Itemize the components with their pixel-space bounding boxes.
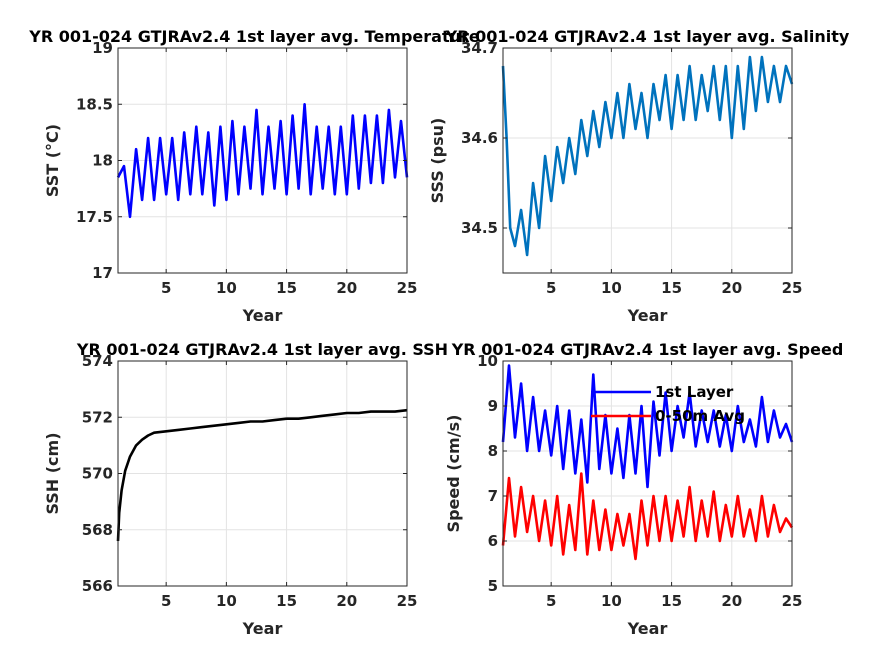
y-axis-label: Speed (cm/s) [444, 415, 463, 533]
chart-title: YR 001-024 GTJRAv2.4 1st layer avg. Spee… [451, 340, 844, 359]
chart-title: YR 001-024 GTJRAv2.4 1st layer avg. Sali… [445, 27, 850, 46]
x-tick-label: 25 [782, 592, 803, 610]
x-tick-label: 20 [336, 279, 357, 297]
x-axis-label: Year [627, 619, 668, 638]
y-axis-label: SSH (cm) [43, 432, 62, 514]
x-tick-label: 15 [276, 592, 297, 610]
y-tick-label: 34.7 [461, 39, 498, 57]
y-tick-label: 568 [82, 521, 113, 539]
x-tick-label: 5 [546, 592, 556, 610]
y-tick-label: 574 [82, 352, 113, 370]
series-line-1 [116, 103, 409, 219]
x-tick-label: 10 [216, 279, 237, 297]
y-tick-label: 572 [82, 408, 113, 426]
x-tick-label: 10 [216, 592, 237, 610]
series-line-1 [501, 364, 794, 489]
x-tick-label: 5 [161, 279, 171, 297]
x-tick-label: 15 [661, 592, 682, 610]
y-tick-label: 8 [488, 442, 498, 460]
chart-panel-3: 5 10 15 20 25 566 568 570 572 574 Year SSH (cm) YR 0… [43, 340, 448, 638]
x-tick-label: 20 [336, 592, 357, 610]
y-tick-label: 10 [477, 352, 498, 370]
chart-panel-2: 5 10 15 20 25 34.5 34.6 34.7 Year SSS (psu) YR 001… [428, 27, 850, 325]
chart-title: YR 001-024 GTJRAv2.4 1st layer avg. Temp… [28, 27, 480, 46]
x-tick-label: 5 [546, 279, 556, 297]
y-tick-label: 9 [488, 397, 498, 415]
series-line-2 [501, 472, 794, 561]
legend-label: 0-50m Avg [655, 407, 745, 425]
x-tick-label: 15 [661, 279, 682, 297]
y-axis-label: SST (°C) [43, 124, 62, 197]
y-tick-label: 5 [488, 577, 498, 595]
x-tick-label: 5 [161, 592, 171, 610]
y-tick-label: 570 [82, 465, 113, 483]
y-tick-label: 17.5 [76, 208, 113, 226]
axes-box [502, 360, 793, 587]
x-tick-label: 15 [276, 279, 297, 297]
y-tick-label: 18.5 [76, 95, 113, 113]
x-axis-label: Year [627, 306, 668, 325]
x-tick-label: 25 [782, 279, 803, 297]
y-tick-label: 17 [92, 264, 113, 282]
x-tick-label: 10 [601, 592, 622, 610]
chart-title: YR 001-024 GTJRAv2.4 1st layer avg. SSH [76, 340, 448, 359]
y-tick-label: 18 [92, 152, 113, 170]
x-axis-label: Year [242, 619, 283, 638]
y-axis-label: SSS (psu) [428, 118, 447, 204]
axes-box [502, 47, 793, 274]
series-line-1 [501, 55, 794, 257]
x-tick-label: 25 [397, 279, 418, 297]
x-tick-label: 10 [601, 279, 622, 297]
x-tick-label: 20 [721, 592, 742, 610]
series-line-1 [116, 408, 408, 542]
y-tick-label: 19 [92, 39, 113, 57]
y-tick-label: 6 [488, 532, 498, 550]
y-tick-label: 566 [82, 577, 113, 595]
y-tick-label: 34.5 [461, 219, 498, 237]
chart-panel-1: 5 10 15 20 25 17 17.5 18 18.5 19 Year SST (°C) YR 00… [28, 27, 480, 325]
legend-label: 1st Layer [655, 383, 734, 401]
y-tick-label: 34.6 [461, 129, 498, 147]
x-tick-label: 20 [721, 279, 742, 297]
x-axis-label: Year [242, 306, 283, 325]
y-tick-label: 7 [488, 487, 498, 505]
legend: 1st Layer 0-50m Avg [591, 383, 745, 425]
chart-panel-4: 5 10 15 20 25 5 6 7 8 9 10 Year Speed (cm/s) YR 001-0… [444, 340, 843, 638]
x-tick-label: 25 [397, 592, 418, 610]
